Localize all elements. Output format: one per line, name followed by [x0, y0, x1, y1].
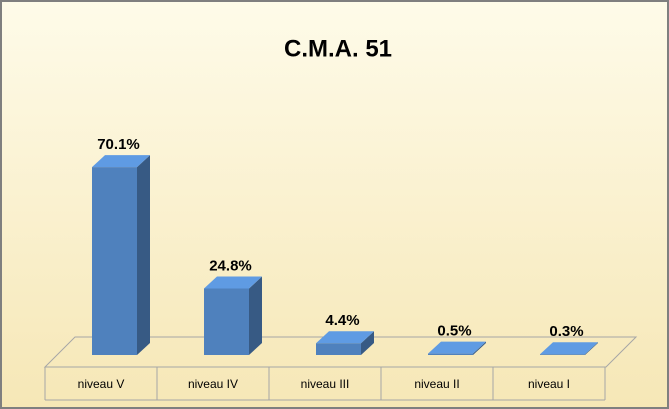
bar — [428, 341, 486, 355]
bar — [316, 331, 374, 355]
bar-top — [540, 342, 598, 355]
x-tick-label: niveau I — [528, 377, 570, 391]
data-label: 24.8% — [209, 258, 252, 275]
bar-side — [585, 342, 598, 355]
bar-top — [92, 155, 150, 168]
floor — [43, 336, 638, 368]
bar-top — [316, 331, 374, 344]
bar-front — [428, 353, 473, 355]
x-tick-label: niveau V — [78, 377, 125, 391]
bar-front — [92, 167, 137, 355]
x-tick-label: niveau IV — [188, 377, 238, 391]
data-label: 4.4% — [325, 312, 359, 329]
data-label: 70.1% — [97, 136, 140, 153]
data-label: 0.5% — [437, 323, 471, 340]
chart-title: C.M.A. 51 — [284, 35, 392, 62]
bar-side — [249, 276, 262, 355]
x-tick-label: niveau II — [414, 377, 459, 391]
bar-front — [204, 288, 249, 355]
bar — [540, 342, 598, 355]
bar-side — [361, 331, 374, 355]
bar-top — [428, 341, 486, 354]
data-label: 0.3% — [549, 323, 583, 340]
bar-side — [473, 341, 486, 355]
bar-front — [316, 343, 361, 355]
bar — [92, 155, 150, 355]
bar-side — [137, 155, 150, 355]
x-tick-label: niveau III — [301, 377, 350, 391]
bar-top — [204, 276, 262, 289]
bar — [204, 276, 262, 355]
bar-front — [540, 354, 585, 355]
